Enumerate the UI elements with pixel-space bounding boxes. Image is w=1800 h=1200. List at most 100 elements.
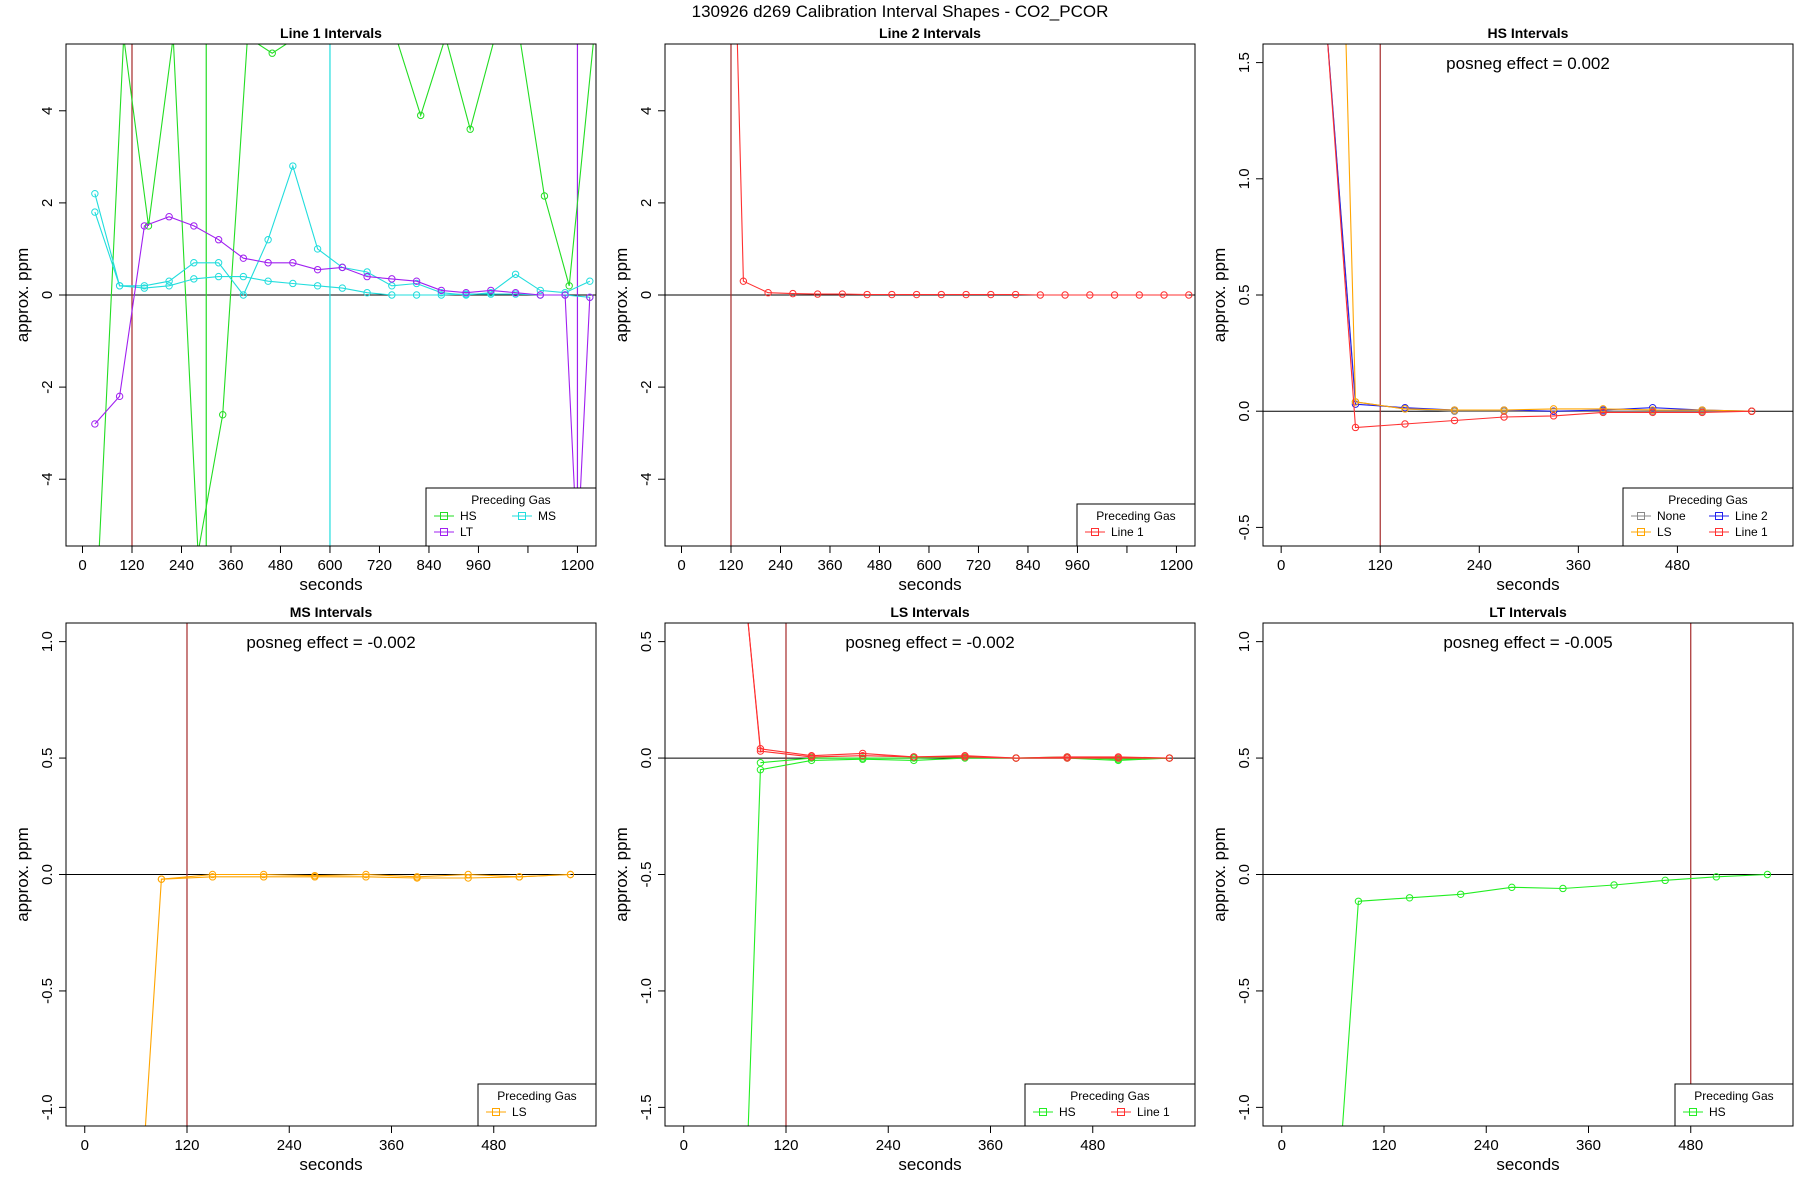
plot-area <box>1263 25 1793 546</box>
data-point <box>437 288 446 297</box>
legend-swatch-marker <box>1637 528 1645 536</box>
legend-box <box>1024 1083 1196 1127</box>
legend-title: Preceding Gas <box>471 493 550 507</box>
legend: Preceding Gas HS Line 1 <box>1024 1083 1196 1127</box>
data-point <box>912 290 921 299</box>
y-tick-label: 1.5 <box>1236 52 1253 73</box>
series-line <box>1341 873 1768 1126</box>
legend-entry: Line 2 <box>1735 509 1768 523</box>
data-point <box>412 279 421 288</box>
data-point <box>1549 405 1558 413</box>
legend-entry: None <box>1657 509 1686 523</box>
data-point <box>363 288 371 297</box>
data-point <box>962 290 970 299</box>
data-point <box>1549 412 1558 420</box>
x-tick-label: 240 <box>1467 557 1492 574</box>
data-point <box>1354 897 1363 905</box>
x-tick-label: 120 <box>773 1137 798 1154</box>
legend-box <box>1622 487 1794 547</box>
series-line <box>94 211 590 298</box>
data-point <box>1500 413 1508 421</box>
data-point <box>1338 1139 1344 1145</box>
data-point <box>516 34 522 40</box>
x-tick-label: 0 <box>1277 557 1285 574</box>
data-point <box>289 259 297 267</box>
data-point <box>437 291 446 299</box>
y-tick-label: 0 <box>39 291 56 299</box>
x-tick-label: 240 <box>1474 1137 1499 1154</box>
x-tick-label: 480 <box>1665 557 1690 574</box>
panel-title: LT Intervals <box>1489 604 1567 620</box>
data-point <box>1110 291 1119 299</box>
data-point <box>208 870 217 879</box>
x-tick-label: 240 <box>768 557 793 574</box>
plot-frame <box>664 43 1196 547</box>
y-axis-label: approx. ppm <box>612 827 631 922</box>
y-tick-label: 2 <box>638 199 655 207</box>
data-point <box>464 870 472 879</box>
data-point <box>1508 883 1516 892</box>
plot-area <box>66 623 596 1126</box>
data-point <box>412 277 421 285</box>
x-tick-label: 960 <box>466 557 491 574</box>
y-tick-label: 0.0 <box>1236 864 1253 885</box>
y-tick-label: 0.0 <box>638 748 655 769</box>
data-point <box>239 272 248 281</box>
x-tick-label: 360 <box>817 557 842 574</box>
y-tick-label: -0.5 <box>39 978 56 1004</box>
data-point <box>165 282 173 290</box>
y-tick-label: 0 <box>638 291 655 299</box>
x-tick-label: 0 <box>1278 1137 1286 1154</box>
y-tick-label: -0.5 <box>1236 514 1253 540</box>
data-point <box>764 288 772 297</box>
data-point <box>1401 420 1409 428</box>
data-point <box>393 34 399 40</box>
data-point <box>190 222 198 230</box>
data-point <box>388 291 396 299</box>
plot-frame <box>1262 43 1794 547</box>
data-point <box>838 290 847 298</box>
data-point <box>442 34 448 40</box>
data-point <box>1342 25 1348 31</box>
x-tick-label: 360 <box>978 1137 1003 1154</box>
data-point <box>1698 406 1706 414</box>
data-point <box>219 411 227 419</box>
data-point <box>1323 25 1329 31</box>
data-point <box>565 282 573 290</box>
y-tick-label: -4 <box>638 473 655 486</box>
data-point <box>863 290 871 299</box>
series-line <box>94 216 591 546</box>
data-point <box>214 259 223 267</box>
data-point <box>190 275 198 283</box>
y-tick-label: 0.5 <box>1236 285 1253 306</box>
legend: Preceding Gas Line 1 <box>1076 503 1196 547</box>
legend-swatch-marker <box>492 1108 500 1116</box>
x-tick-label: 120 <box>174 1137 199 1154</box>
y-tick-label: 0.5 <box>39 748 56 769</box>
y-tick-label: 1.0 <box>1236 168 1253 189</box>
legend-entry: Line 1 <box>1137 1105 1170 1119</box>
plot-frame <box>65 622 597 1127</box>
data-point <box>388 282 396 290</box>
data-point <box>1748 407 1756 415</box>
legend-title: Preceding Gas <box>1096 509 1175 523</box>
data-point <box>937 290 946 299</box>
series-line <box>161 873 571 880</box>
series-line <box>1327 44 1752 412</box>
data-point <box>313 282 322 290</box>
plot-frame <box>664 622 1196 1127</box>
data-point <box>264 259 272 267</box>
data-point <box>1063 753 1071 761</box>
data-point <box>739 277 748 285</box>
data-point <box>1114 753 1123 761</box>
y-tick-label: -2 <box>39 380 56 393</box>
y-tick-label: 4 <box>39 107 56 115</box>
x-tick-label: 0 <box>677 557 685 574</box>
posneg-annotation: posneg effect = -0.002 <box>845 633 1014 652</box>
data-point <box>1351 423 1360 432</box>
data-point <box>96 550 102 556</box>
data-point <box>858 749 867 758</box>
data-point <box>1500 406 1508 414</box>
